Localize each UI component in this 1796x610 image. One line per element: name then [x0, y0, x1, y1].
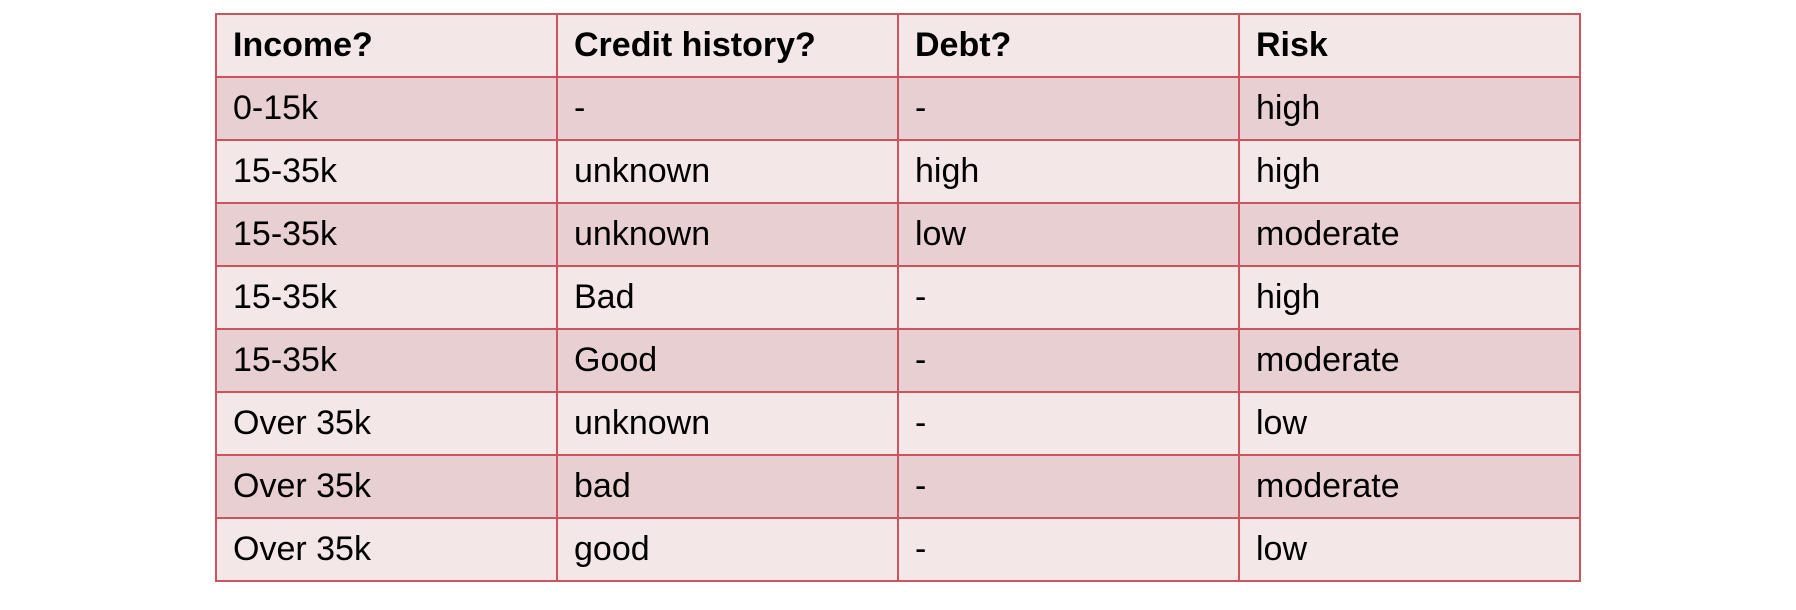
- header-debt: Debt?: [897, 13, 1240, 78]
- cell-credit-history: unknown: [556, 391, 899, 456]
- cell-debt: -: [897, 76, 1240, 141]
- cell-risk: high: [1238, 76, 1581, 141]
- table-row: 15-35k Good - moderate: [215, 328, 1581, 393]
- cell-debt: -: [897, 454, 1240, 519]
- cell-credit-history: unknown: [556, 139, 899, 204]
- cell-credit-history: Good: [556, 328, 899, 393]
- cell-risk: low: [1238, 517, 1581, 582]
- cell-debt: -: [897, 328, 1240, 393]
- cell-credit-history: Bad: [556, 265, 899, 330]
- cell-income: Over 35k: [215, 454, 558, 519]
- cell-income: 15-35k: [215, 328, 558, 393]
- risk-table-container: Income? Credit history? Debt? Risk 0-15k…: [215, 13, 1581, 582]
- cell-risk: high: [1238, 139, 1581, 204]
- header-risk: Risk: [1238, 13, 1581, 78]
- cell-income: Over 35k: [215, 391, 558, 456]
- cell-risk: moderate: [1238, 454, 1581, 519]
- cell-debt: -: [897, 391, 1240, 456]
- cell-income: 0-15k: [215, 76, 558, 141]
- cell-debt: high: [897, 139, 1240, 204]
- table-row: 15-35k unknown high high: [215, 139, 1581, 204]
- cell-risk: high: [1238, 265, 1581, 330]
- cell-income: 15-35k: [215, 265, 558, 330]
- cell-risk: moderate: [1238, 202, 1581, 267]
- cell-credit-history: -: [556, 76, 899, 141]
- table-row: 15-35k unknown low moderate: [215, 202, 1581, 267]
- risk-table: Income? Credit history? Debt? Risk 0-15k…: [215, 13, 1581, 582]
- cell-credit-history: good: [556, 517, 899, 582]
- table-row: Over 35k good - low: [215, 517, 1581, 582]
- cell-debt: low: [897, 202, 1240, 267]
- table-row: 0-15k - - high: [215, 76, 1581, 141]
- header-row: Income? Credit history? Debt? Risk: [215, 13, 1581, 78]
- cell-credit-history: unknown: [556, 202, 899, 267]
- cell-income: 15-35k: [215, 202, 558, 267]
- table-row: 15-35k Bad - high: [215, 265, 1581, 330]
- cell-income: 15-35k: [215, 139, 558, 204]
- cell-income: Over 35k: [215, 517, 558, 582]
- table-row: Over 35k unknown - low: [215, 391, 1581, 456]
- header-credit-history: Credit history?: [556, 13, 899, 78]
- header-income: Income?: [215, 13, 558, 78]
- cell-risk: low: [1238, 391, 1581, 456]
- cell-debt: -: [897, 265, 1240, 330]
- cell-debt: -: [897, 517, 1240, 582]
- cell-risk: moderate: [1238, 328, 1581, 393]
- cell-credit-history: bad: [556, 454, 899, 519]
- table-row: Over 35k bad - moderate: [215, 454, 1581, 519]
